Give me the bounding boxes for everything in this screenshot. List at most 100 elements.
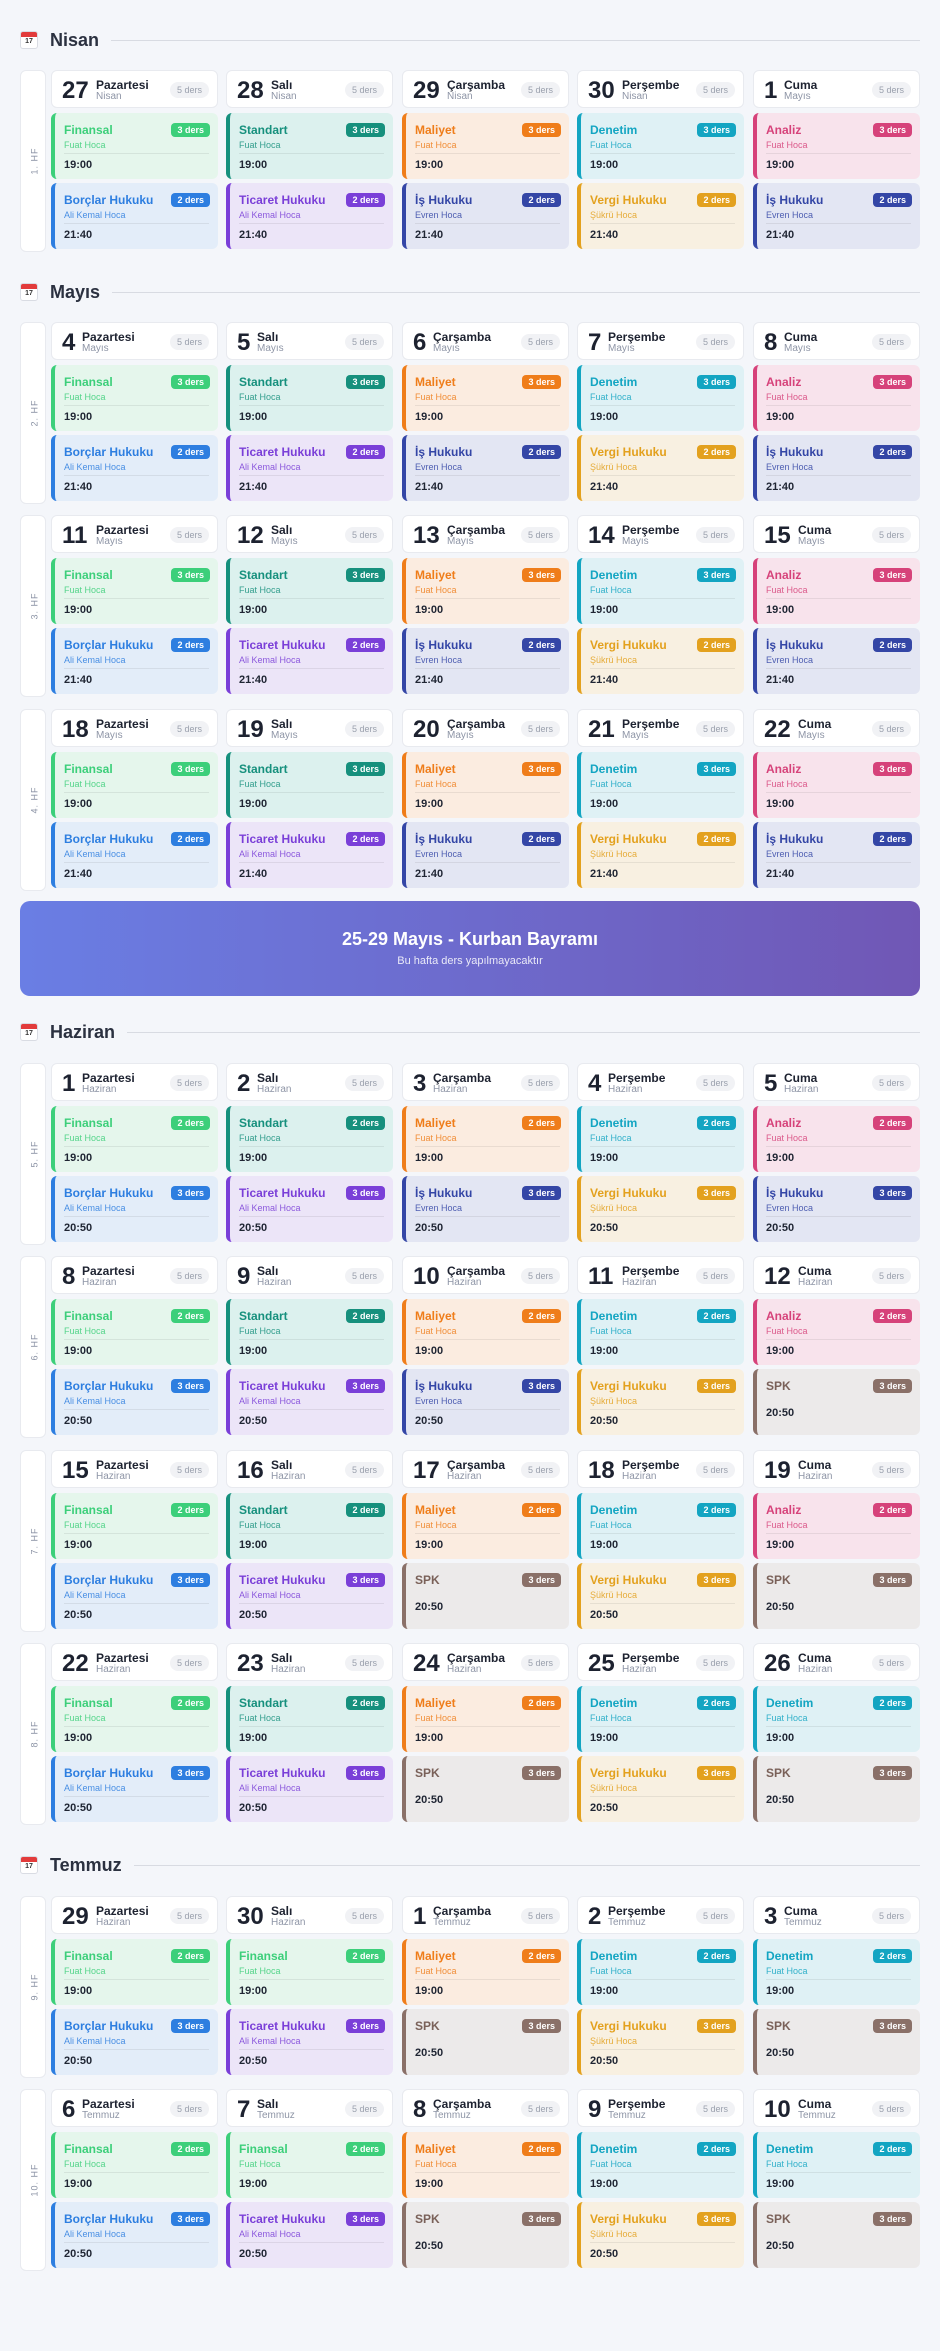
lesson-card[interactable]: Finansal Fuat Hoca 19:00 3 ders (51, 752, 218, 818)
lesson-card[interactable]: Ticaret Hukuku Ali Kemal Hoca 20:50 3 ders (226, 2009, 393, 2075)
lesson-card[interactable]: Finansal Fuat Hoca 19:00 3 ders (51, 365, 218, 431)
lesson-card[interactable]: Standart Fuat Hoca 19:00 2 ders (226, 1493, 393, 1559)
lesson-card[interactable]: Analiz Fuat Hoca 19:00 3 ders (753, 113, 920, 179)
lesson-card[interactable]: Finansal Fuat Hoca 19:00 3 ders (51, 113, 218, 179)
lesson-card[interactable]: Vergi Hukuku Şükrü Hoca 21:40 2 ders (577, 435, 744, 501)
lesson-card[interactable]: Finansal Fuat Hoca 19:00 2 ders (51, 1299, 218, 1365)
lesson-card[interactable]: Standart Fuat Hoca 19:00 2 ders (226, 1686, 393, 1752)
lesson-card[interactable]: Vergi Hukuku Şükrü Hoca 20:50 3 ders (577, 1563, 744, 1629)
lesson-card[interactable]: SPK 20:50 3 ders (402, 1563, 569, 1629)
lesson-card[interactable]: Ticaret Hukuku Ali Kemal Hoca 21:40 2 ders (226, 183, 393, 249)
lesson-card[interactable]: Finansal Fuat Hoca 19:00 2 ders (51, 1686, 218, 1752)
lesson-card[interactable]: SPK 20:50 3 ders (402, 2009, 569, 2075)
lesson-card[interactable]: SPK 20:50 3 ders (402, 1756, 569, 1822)
lesson-card[interactable]: Finansal Fuat Hoca 19:00 2 ders (51, 1493, 218, 1559)
lesson-card[interactable]: Vergi Hukuku Şükrü Hoca 20:50 3 ders (577, 1756, 744, 1822)
lesson-card[interactable]: Denetim Fuat Hoca 19:00 3 ders (577, 365, 744, 431)
lesson-card[interactable]: Borçlar Hukuku Ali Kemal Hoca 20:50 3 ders (51, 1563, 218, 1629)
lesson-card[interactable]: Analiz Fuat Hoca 19:00 3 ders (753, 365, 920, 431)
lesson-card[interactable]: Borçlar Hukuku Ali Kemal Hoca 21:40 2 ders (51, 822, 218, 888)
lesson-card[interactable]: Ticaret Hukuku Ali Kemal Hoca 21:40 2 ders (226, 435, 393, 501)
lesson-card[interactable]: SPK 20:50 3 ders (753, 1369, 920, 1435)
lesson-card[interactable]: Denetim Fuat Hoca 19:00 2 ders (577, 1106, 744, 1172)
lesson-card[interactable]: Finansal Fuat Hoca 19:00 2 ders (226, 2132, 393, 2198)
lesson-card[interactable]: Denetim Fuat Hoca 19:00 2 ders (753, 1686, 920, 1752)
lesson-card[interactable]: Borçlar Hukuku Ali Kemal Hoca 20:50 3 ders (51, 2202, 218, 2268)
lesson-card[interactable]: Ticaret Hukuku Ali Kemal Hoca 20:50 3 ders (226, 1563, 393, 1629)
lesson-card[interactable]: Ticaret Hukuku Ali Kemal Hoca 20:50 3 ders (226, 1756, 393, 1822)
lesson-card[interactable]: Standart Fuat Hoca 19:00 3 ders (226, 113, 393, 179)
lesson-card[interactable]: Standart Fuat Hoca 19:00 3 ders (226, 365, 393, 431)
lesson-card[interactable]: İş Hukuku Evren Hoca 20:50 3 ders (753, 1176, 920, 1242)
lesson-card[interactable]: Ticaret Hukuku Ali Kemal Hoca 20:50 3 ders (226, 1176, 393, 1242)
lesson-card[interactable]: Finansal Fuat Hoca 19:00 2 ders (51, 1939, 218, 2005)
lesson-card[interactable]: Finansal Fuat Hoca 19:00 2 ders (51, 1106, 218, 1172)
lesson-card[interactable]: SPK 20:50 3 ders (753, 2009, 920, 2075)
lesson-card[interactable]: Vergi Hukuku Şükrü Hoca 21:40 2 ders (577, 183, 744, 249)
lesson-card[interactable]: İş Hukuku Evren Hoca 20:50 3 ders (402, 1369, 569, 1435)
lesson-card[interactable]: Ticaret Hukuku Ali Kemal Hoca 20:50 3 ders (226, 1369, 393, 1435)
lesson-card[interactable]: Finansal Fuat Hoca 19:00 2 ders (226, 1939, 393, 2005)
lesson-card[interactable]: Vergi Hukuku Şükrü Hoca 20:50 3 ders (577, 2009, 744, 2075)
lesson-card[interactable]: Denetim Fuat Hoca 19:00 3 ders (577, 752, 744, 818)
lesson-card[interactable]: Maliyet Fuat Hoca 19:00 3 ders (402, 365, 569, 431)
lesson-card[interactable]: Vergi Hukuku Şükrü Hoca 20:50 3 ders (577, 1176, 744, 1242)
lesson-card[interactable]: Denetim Fuat Hoca 19:00 2 ders (753, 1939, 920, 2005)
lesson-card[interactable]: Analiz Fuat Hoca 19:00 2 ders (753, 1106, 920, 1172)
lesson-card[interactable]: Denetim Fuat Hoca 19:00 2 ders (577, 1939, 744, 2005)
lesson-card[interactable]: Vergi Hukuku Şükrü Hoca 21:40 2 ders (577, 822, 744, 888)
lesson-card[interactable]: Analiz Fuat Hoca 19:00 2 ders (753, 1299, 920, 1365)
lesson-card[interactable]: İş Hukuku Evren Hoca 21:40 2 ders (402, 822, 569, 888)
lesson-card[interactable]: Analiz Fuat Hoca 19:00 3 ders (753, 752, 920, 818)
lesson-card[interactable]: Ticaret Hukuku Ali Kemal Hoca 21:40 2 ders (226, 822, 393, 888)
lesson-card[interactable]: Borçlar Hukuku Ali Kemal Hoca 21:40 2 ders (51, 183, 218, 249)
lesson-card[interactable]: Vergi Hukuku Şükrü Hoca 20:50 3 ders (577, 1369, 744, 1435)
lesson-card[interactable]: Standart Fuat Hoca 19:00 3 ders (226, 752, 393, 818)
lesson-card[interactable]: Vergi Hukuku Şükrü Hoca 21:40 2 ders (577, 628, 744, 694)
lesson-card[interactable]: Standart Fuat Hoca 19:00 2 ders (226, 1299, 393, 1365)
lesson-card[interactable]: Ticaret Hukuku Ali Kemal Hoca 20:50 3 ders (226, 2202, 393, 2268)
lesson-card[interactable]: Borçlar Hukuku Ali Kemal Hoca 20:50 3 ders (51, 1756, 218, 1822)
lesson-card[interactable]: Finansal Fuat Hoca 19:00 3 ders (51, 558, 218, 624)
lesson-card[interactable]: Maliyet Fuat Hoca 19:00 2 ders (402, 1939, 569, 2005)
lesson-card[interactable]: SPK 20:50 3 ders (753, 1756, 920, 1822)
lesson-card[interactable]: Finansal Fuat Hoca 19:00 2 ders (51, 2132, 218, 2198)
lesson-card[interactable]: Standart Fuat Hoca 19:00 3 ders (226, 558, 393, 624)
lesson-card[interactable]: Denetim Fuat Hoca 19:00 2 ders (577, 1686, 744, 1752)
lesson-card[interactable]: Maliyet Fuat Hoca 19:00 3 ders (402, 752, 569, 818)
lesson-card[interactable]: Maliyet Fuat Hoca 19:00 2 ders (402, 1493, 569, 1559)
lesson-card[interactable]: Borçlar Hukuku Ali Kemal Hoca 21:40 2 ders (51, 628, 218, 694)
lesson-card[interactable]: Denetim Fuat Hoca 19:00 2 ders (753, 2132, 920, 2198)
lesson-card[interactable]: Analiz Fuat Hoca 19:00 3 ders (753, 558, 920, 624)
lesson-card[interactable]: Borçlar Hukuku Ali Kemal Hoca 20:50 3 ders (51, 2009, 218, 2075)
lesson-card[interactable]: Maliyet Fuat Hoca 19:00 2 ders (402, 1686, 569, 1752)
lesson-card[interactable]: İş Hukuku Evren Hoca 21:40 2 ders (753, 628, 920, 694)
lesson-card[interactable]: Vergi Hukuku Şükrü Hoca 20:50 3 ders (577, 2202, 744, 2268)
lesson-card[interactable]: İş Hukuku Evren Hoca 21:40 2 ders (402, 183, 569, 249)
lesson-card[interactable]: Borçlar Hukuku Ali Kemal Hoca 21:40 2 ders (51, 435, 218, 501)
lesson-card[interactable]: Maliyet Fuat Hoca 19:00 2 ders (402, 1106, 569, 1172)
lesson-card[interactable]: Denetim Fuat Hoca 19:00 3 ders (577, 558, 744, 624)
lesson-card[interactable]: İş Hukuku Evren Hoca 21:40 2 ders (753, 183, 920, 249)
lesson-card[interactable]: Maliyet Fuat Hoca 19:00 3 ders (402, 113, 569, 179)
lesson-card[interactable]: Maliyet Fuat Hoca 19:00 2 ders (402, 2132, 569, 2198)
lesson-card[interactable]: SPK 20:50 3 ders (402, 2202, 569, 2268)
lesson-card[interactable]: İş Hukuku Evren Hoca 21:40 2 ders (753, 822, 920, 888)
lesson-card[interactable]: Borçlar Hukuku Ali Kemal Hoca 20:50 3 ders (51, 1176, 218, 1242)
lesson-card[interactable]: Denetim Fuat Hoca 19:00 2 ders (577, 1299, 744, 1365)
lesson-card[interactable]: Maliyet Fuat Hoca 19:00 2 ders (402, 1299, 569, 1365)
lesson-card[interactable]: Ticaret Hukuku Ali Kemal Hoca 21:40 2 ders (226, 628, 393, 694)
lesson-card[interactable]: Borçlar Hukuku Ali Kemal Hoca 20:50 3 ders (51, 1369, 218, 1435)
lesson-card[interactable]: Standart Fuat Hoca 19:00 2 ders (226, 1106, 393, 1172)
lesson-card[interactable]: İş Hukuku Evren Hoca 21:40 2 ders (753, 435, 920, 501)
lesson-card[interactable]: Denetim Fuat Hoca 19:00 2 ders (577, 2132, 744, 2198)
lesson-card[interactable]: Denetim Fuat Hoca 19:00 2 ders (577, 1493, 744, 1559)
lesson-card[interactable]: SPK 20:50 3 ders (753, 1563, 920, 1629)
lesson-card[interactable]: Analiz Fuat Hoca 19:00 2 ders (753, 1493, 920, 1559)
lesson-card[interactable]: SPK 20:50 3 ders (753, 2202, 920, 2268)
lesson-card[interactable]: İş Hukuku Evren Hoca 21:40 2 ders (402, 435, 569, 501)
lesson-card[interactable]: İş Hukuku Evren Hoca 21:40 2 ders (402, 628, 569, 694)
lesson-card[interactable]: Denetim Fuat Hoca 19:00 3 ders (577, 113, 744, 179)
lesson-card[interactable]: Maliyet Fuat Hoca 19:00 3 ders (402, 558, 569, 624)
lesson-card[interactable]: İş Hukuku Evren Hoca 20:50 3 ders (402, 1176, 569, 1242)
